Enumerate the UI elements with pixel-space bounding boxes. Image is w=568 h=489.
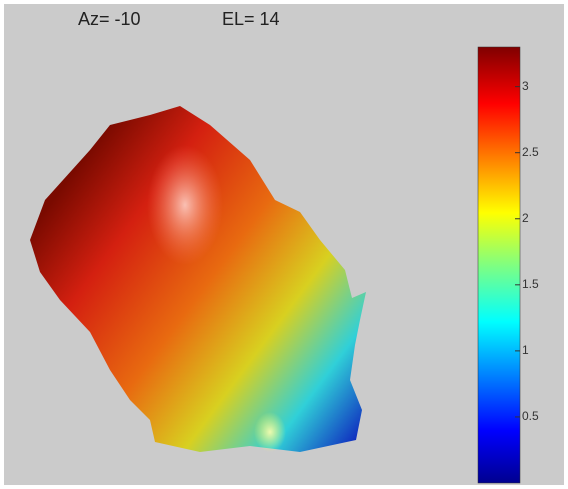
surface bbox=[30, 106, 366, 452]
colorbar-tick-label: 1.5 bbox=[522, 277, 539, 291]
colorbar-tick-label: 2.5 bbox=[522, 145, 539, 159]
azimuth-label: Az= -10 bbox=[78, 9, 141, 29]
surface-shape bbox=[30, 106, 366, 452]
colorbar-tick-label: 2 bbox=[522, 211, 529, 225]
colorbar-tick-label: 3 bbox=[522, 79, 529, 93]
colorbar-tick-label: 0.5 bbox=[522, 409, 539, 423]
highlight bbox=[254, 412, 286, 452]
colorbar bbox=[477, 46, 521, 484]
elevation-label: EL= 14 bbox=[222, 9, 280, 29]
highlight bbox=[147, 145, 223, 265]
colorbar-tick-label: 1 bbox=[522, 343, 529, 357]
